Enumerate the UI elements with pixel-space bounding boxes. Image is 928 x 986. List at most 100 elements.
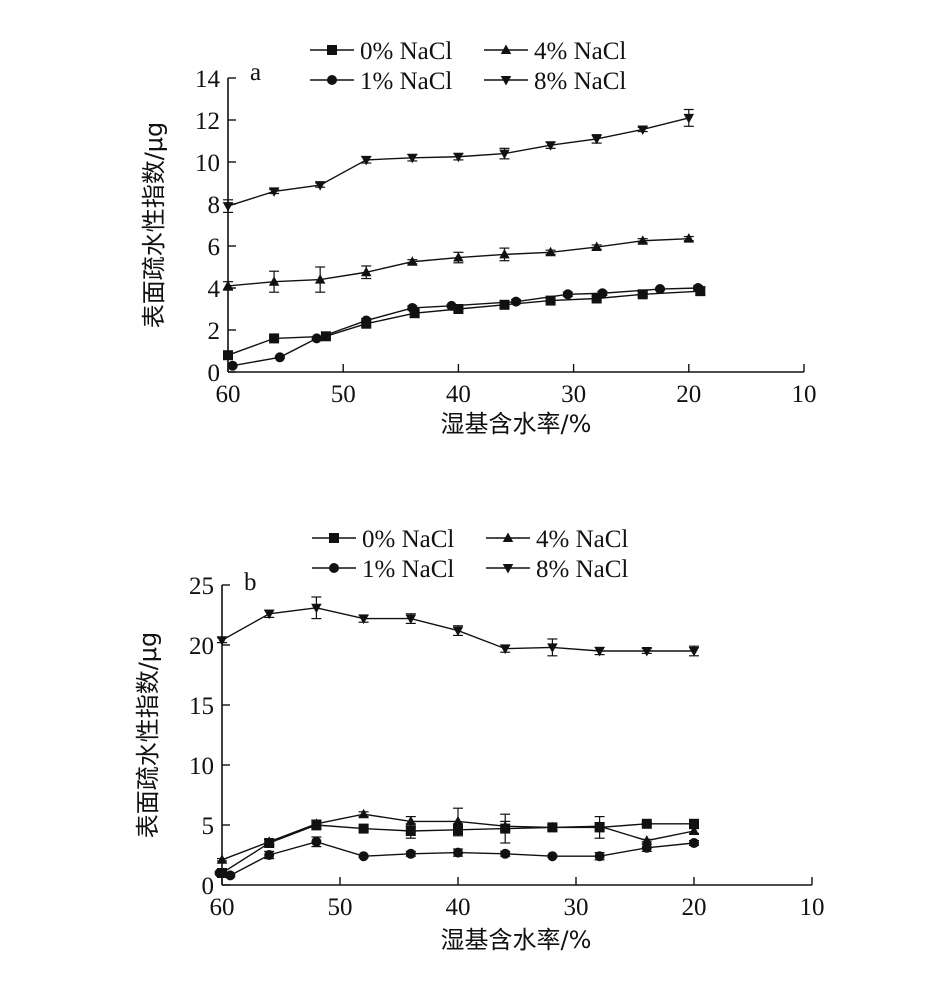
panel-a-y-tick-label: 6 <box>208 234 221 261</box>
panel-a-legend-marker <box>500 76 512 86</box>
panel-a-data-point <box>314 274 326 284</box>
panel-b-y-tick-label: 0 <box>202 873 215 900</box>
panel-b-data-point <box>216 636 228 646</box>
panel-a-data-point <box>591 134 602 145</box>
panel-a-data-point <box>562 289 573 300</box>
panel-a-data-point <box>222 280 234 290</box>
panel-a-x-tick-label: 10 <box>792 381 817 408</box>
panel-b-data-point <box>405 826 416 836</box>
panel-b-y-tick-label: 20 <box>189 633 214 660</box>
panel-b-data-point <box>689 818 699 829</box>
panel-b-data-point <box>594 820 605 831</box>
panel-b-data-point <box>499 820 511 831</box>
panel-b-data-point <box>311 836 322 847</box>
panel-a-data-point <box>683 233 695 243</box>
panel-b-x-tick-label: 10 <box>800 894 825 921</box>
panel-b-y-tick-label: 15 <box>189 693 214 720</box>
panel-a-data-point <box>409 308 420 319</box>
panel-a-data-point <box>453 252 464 262</box>
panel-b-data-point <box>689 838 699 848</box>
panel-a-data-point <box>453 152 464 163</box>
panel-b-data-point <box>688 825 700 835</box>
panel-b-data-point <box>216 854 228 864</box>
panel-a-data-point <box>268 187 280 197</box>
panel-a-data-point <box>320 331 331 342</box>
panel-a-x-tick-label: 50 <box>331 381 356 408</box>
panel-b-y-tick-label: 5 <box>202 813 215 840</box>
panel-a-series-line <box>227 290 701 356</box>
panel-b-data-point <box>452 815 464 826</box>
panel-a-x-axis-title: 湿基含水率/% <box>441 410 592 438</box>
panel-a-data-point <box>268 276 280 286</box>
panel-a-data-point <box>446 300 457 311</box>
panel-a-data-point <box>499 299 510 310</box>
panel-b-data-point <box>452 626 464 637</box>
panel-b-data-point <box>500 848 511 859</box>
panel-a-data-point <box>361 315 372 326</box>
panel-b-data-point <box>453 847 463 858</box>
panel-b-x-tick-label: 30 <box>564 894 589 921</box>
panel-b-legend-marker <box>329 533 339 543</box>
panel-a-x-tick-label: 60 <box>216 381 241 408</box>
panel-b-data-point <box>594 851 605 862</box>
panel-b-legend-label: 0% NaCl <box>362 526 454 553</box>
panel-b-series-line <box>219 841 695 877</box>
panel-b-data-point <box>358 614 369 625</box>
panel-b-data-point <box>641 835 653 845</box>
panel-a-series-triangle-up <box>222 233 695 293</box>
panel-a-data-point <box>597 288 608 299</box>
panel-a-y-tick-label: 2 <box>208 318 221 345</box>
panel-b-data-point <box>405 614 417 625</box>
panel-b-x-axis-title: 湿基含水率/% <box>441 926 592 954</box>
panel-b-y-tick-label: 25 <box>189 573 214 600</box>
panel-a-data-point <box>499 248 510 259</box>
panel-b-series-circle <box>214 836 699 881</box>
panel-b-letter: b <box>244 569 257 596</box>
panel-a-data-point <box>545 141 556 151</box>
panel-b-chart: b 0 5 10 15 20 25 60 50 40 30 20 10 湿基含水率/% 表面疏水性指数/μ… <box>134 526 825 954</box>
panel-a-data-point <box>407 153 418 164</box>
panel-b-y-tick-label: 10 <box>189 753 214 780</box>
panel-a-legend-label: 1% NaCl <box>360 68 452 95</box>
panel-a-x-tick-label: 20 <box>676 381 701 408</box>
panel-b-data-point <box>547 643 558 653</box>
panel-a-legend-label: 0% NaCl <box>360 38 452 65</box>
panel-b-series-triangle-up <box>216 807 700 864</box>
panel-a-data-point <box>637 235 648 245</box>
panel-b-legend: 0% NaCl 1% NaCl 4% NaCl 8% NaCl <box>312 526 628 583</box>
panel-b-data-point <box>594 647 605 657</box>
panel-a-series-square <box>223 286 706 361</box>
panel-a-y-tick-label: 12 <box>195 108 220 135</box>
panel-b-data-point <box>214 868 225 878</box>
panel-b-data-point <box>358 808 369 819</box>
panel-b-data-point <box>311 818 322 828</box>
panel-a-series-line <box>232 287 699 367</box>
panel-a-series-circle <box>227 283 704 371</box>
panel-a-data-point <box>269 333 280 344</box>
panel-a-legend-label: 8% NaCl <box>534 68 626 95</box>
panel-a-data-point <box>637 125 648 135</box>
panel-a-legend-label: 4% NaCl <box>534 38 626 65</box>
panel-a-data-point <box>591 241 602 252</box>
panel-a-data-point <box>683 113 695 124</box>
panel-b-data-point <box>641 647 653 657</box>
panel-b-y-axis-title: 表面疏水性指数/μg <box>134 632 162 839</box>
panel-b-data-point <box>547 821 558 832</box>
panel-b-data-point <box>264 850 275 860</box>
panel-a-data-point <box>591 293 602 304</box>
panel-b-data-point <box>311 603 322 614</box>
panel-b-data-point <box>358 851 369 862</box>
panel-a-legend-marker <box>327 45 337 55</box>
panel-a-data-point <box>511 296 521 307</box>
panel-a-series-triangle-down <box>222 108 695 213</box>
panel-a-y-tick-label: 8 <box>208 192 221 219</box>
panel-b-x-tick-label: 50 <box>328 894 353 921</box>
panel-b-legend-marker <box>502 564 514 574</box>
panel-b-legend-label: 1% NaCl <box>362 556 454 583</box>
panel-a-y-tick-label: 10 <box>195 150 220 177</box>
panel-b-legend-label: 4% NaCl <box>536 526 628 553</box>
panel-a-legend: 0% NaCl 1% NaCl 4% NaCl 8% NaCl <box>310 38 626 95</box>
panel-b-data-point <box>263 836 275 846</box>
panel-b-data-point <box>499 644 511 655</box>
